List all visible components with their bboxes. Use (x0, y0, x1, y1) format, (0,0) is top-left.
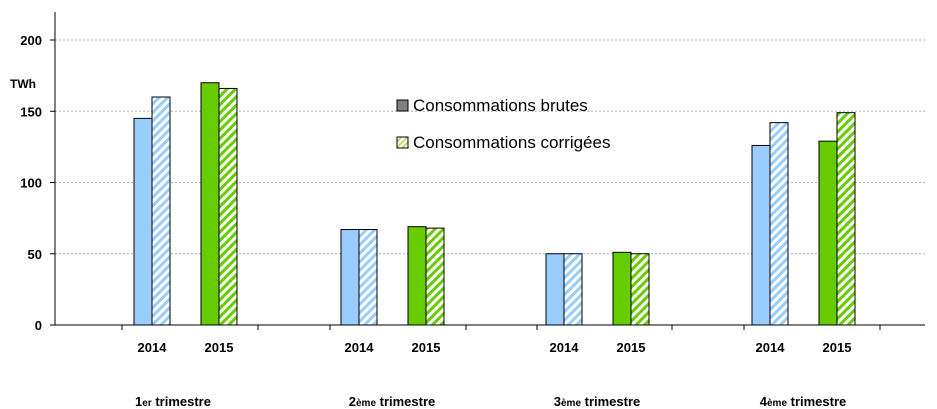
y-tick-label-150: 150 (20, 104, 42, 119)
bar-brutes-2014-q1 (133, 117, 153, 326)
y-tick-label-0: 0 (35, 318, 42, 333)
quarter-label-q3: 3ème trimestre (554, 394, 641, 409)
bar-corrigees-2014-q4 (769, 122, 789, 326)
bar-brutes-2015-q2 (407, 226, 427, 326)
quarter-label-q4: 4ème trimestre (760, 394, 847, 409)
legend-swatch-corrigees (396, 136, 409, 149)
legend-swatch-brutes (396, 99, 409, 112)
legend-label-corrigees: Consommations corrigées (413, 133, 610, 152)
bars (133, 82, 856, 326)
x-year-label-2014-q2: 2014 (345, 340, 375, 355)
bar-brutes-2015-q1 (200, 82, 220, 326)
bar-corrigees-2015-q2 (425, 227, 445, 326)
y-tick-label-50: 50 (28, 247, 42, 262)
quarter-label-q2: 2ème trimestre (349, 394, 436, 409)
bar-corrigees-2015-q3 (630, 253, 650, 326)
bar-corrigees-2014-q1 (151, 96, 171, 326)
bar-corrigees-2015-q4 (836, 112, 856, 326)
x-year-label-2014-q4: 2014 (756, 340, 786, 355)
y-tick-label-100: 100 (20, 176, 42, 191)
bar-corrigees-2015-q1 (218, 87, 238, 326)
legend: Consommations brutes Consommations corri… (396, 96, 610, 152)
x-year-label-2015-q1: 2015 (205, 340, 234, 355)
bar-brutes-2015-q4 (818, 140, 838, 326)
y-tick-label-200: 200 (20, 33, 42, 48)
bar-brutes-2014-q4 (751, 144, 771, 326)
bar-corrigees-2014-q3 (563, 253, 583, 326)
bar-corrigees-2014-q2 (358, 229, 378, 326)
x-year-label-2015-q3: 2015 (617, 340, 646, 355)
bar-brutes-2015-q3 (612, 251, 632, 326)
x-year-label-2015-q2: 2015 (412, 340, 441, 355)
x-year-label-2015-q4: 2015 (823, 340, 852, 355)
x-year-label-2014-q3: 2014 (550, 340, 580, 355)
axes (50, 12, 925, 330)
axis-labels: 0 50 100 150 200 2014 2015 1er trimestre 2014 201… (20, 33, 851, 409)
y-axis-unit-label: TWh (10, 77, 36, 91)
quarter-label-q1: 1er trimestre (135, 394, 211, 409)
bar-brutes-2014-q2 (340, 229, 360, 326)
legend-label-brutes: Consommations brutes (413, 96, 588, 115)
bar-brutes-2014-q3 (545, 253, 565, 326)
x-year-label-2014-q1: 2014 (138, 340, 168, 355)
